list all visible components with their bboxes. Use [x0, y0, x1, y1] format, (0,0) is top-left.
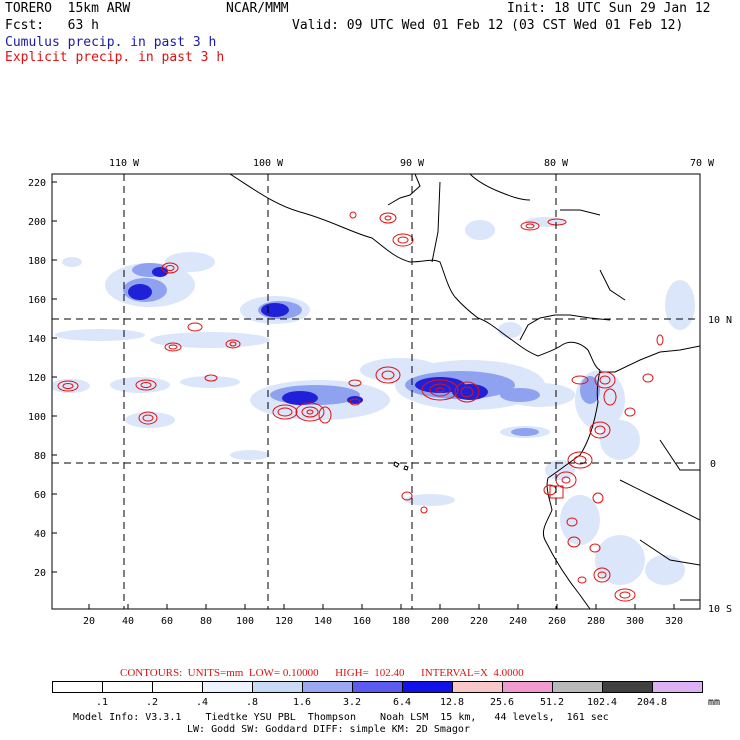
- lon-label: 90 W: [400, 158, 425, 169]
- latitude-labels: 10 N 0 10 S: [708, 315, 732, 615]
- y-label: 100: [28, 412, 46, 423]
- colorbar-label: 6.4: [392, 697, 412, 708]
- y-label: 200: [28, 217, 46, 228]
- lon-label: 110 W: [109, 158, 140, 169]
- model-info-line-2: LW: Godd SW: Goddard DIFF: simple KM: 2D…: [187, 724, 470, 735]
- model-info-line-1: Model Info: V3.3.1 Tiedtke YSU PBL Thomp…: [73, 712, 609, 723]
- colorbar-swatch: [402, 681, 453, 693]
- colorbar-label: 3.2: [342, 697, 362, 708]
- x-label: 280: [587, 616, 605, 627]
- map-frame: [51, 173, 701, 610]
- lon-label: 80 W: [544, 158, 569, 169]
- colorbar-label: 25.6: [489, 697, 515, 708]
- x-label: 80: [200, 616, 212, 627]
- init-time: Init: 18 UTC Sun 29 Jan 12: [507, 1, 711, 16]
- lon-label: 70 W: [690, 158, 715, 169]
- lat-label: 10 S: [708, 604, 732, 615]
- y-label: 120: [28, 373, 46, 384]
- y-label: 20: [34, 568, 46, 579]
- y-tick-marks: [52, 181, 57, 573]
- lon-label: 100 W: [253, 158, 284, 169]
- longitude-labels: 110 W 100 W 90 W 80 W 70 W: [109, 158, 715, 169]
- y-grid-labels: 220 200 180 160 140 120 100 80 60 40 20: [28, 178, 46, 579]
- colorbar-swatch: [452, 681, 503, 693]
- colorbar-label: .2: [145, 697, 159, 708]
- cumulus-legend: Cumulus precip. in past 3 h: [5, 35, 217, 50]
- colorbar-label: 51.2: [539, 697, 565, 708]
- y-label: 140: [28, 334, 46, 345]
- model-title: TORERO 15km ARW: [5, 1, 131, 16]
- colorbar-label: 12.8: [439, 697, 465, 708]
- colorbar-label: .8: [245, 697, 259, 708]
- colorbar-units: mm: [708, 697, 721, 708]
- x-label: 20: [83, 616, 95, 627]
- colorbar-swatch: [552, 681, 603, 693]
- x-label: 60: [161, 616, 173, 627]
- forecast-hour: Fcst: 63 h: [5, 18, 99, 33]
- x-label: 260: [548, 616, 566, 627]
- lat-label: 10 N: [708, 315, 732, 326]
- x-label: 180: [392, 616, 410, 627]
- colorbar-swatch: [352, 681, 403, 693]
- x-label: 120: [275, 616, 293, 627]
- x-label: 40: [122, 616, 134, 627]
- colorbar-swatch: [102, 681, 153, 693]
- colorbar-swatch: [602, 681, 653, 693]
- y-label: 220: [28, 178, 46, 189]
- x-label: 240: [509, 616, 527, 627]
- colorbar-swatch: [302, 681, 353, 693]
- y-label: 40: [34, 529, 46, 540]
- colorbar-swatch: [202, 681, 253, 693]
- lat-label: 0: [710, 459, 716, 470]
- x-label: 140: [314, 616, 332, 627]
- colorbar-swatch: [52, 681, 103, 693]
- y-label: 60: [34, 490, 46, 501]
- x-label: 160: [353, 616, 371, 627]
- x-label: 200: [431, 616, 449, 627]
- colorbar-label: .1: [95, 697, 109, 708]
- colorbar-swatch: [252, 681, 303, 693]
- y-label: 80: [34, 451, 46, 462]
- y-label: 160: [28, 295, 46, 306]
- colorbar-swatch: [152, 681, 203, 693]
- x-label: 320: [665, 616, 683, 627]
- x-tick-marks: [88, 604, 675, 609]
- organization-label: NCAR/MMM: [226, 1, 289, 16]
- colorbar-label: 102.4: [586, 697, 618, 708]
- colorbar-swatch: [502, 681, 553, 693]
- coastlines: [229, 174, 700, 609]
- colorbar-swatch: [652, 681, 703, 693]
- x-label: 100: [236, 616, 254, 627]
- colorbar-label: .4: [195, 697, 209, 708]
- cumulus-dark-shading: [128, 267, 488, 405]
- explicit-legend: Explicit precip. in past 3 h: [5, 50, 225, 65]
- graticule: [52, 174, 700, 609]
- colorbar-label: 1.6: [292, 697, 312, 708]
- x-label: 300: [626, 616, 644, 627]
- contours-info: CONTOURS: UNITS=mm LOW= 0.10000 HIGH= 10…: [120, 667, 524, 679]
- colorbar-label: 204.8: [636, 697, 668, 708]
- y-label: 180: [28, 256, 46, 267]
- x-grid-labels: 20 40 60 80 100 120 140 160 180 200 220 …: [83, 616, 683, 627]
- x-label: 220: [470, 616, 488, 627]
- explicit-precip-contours: [57, 211, 664, 602]
- valid-time: Valid: 09 UTC Wed 01 Feb 12 (03 CST Wed …: [292, 18, 684, 33]
